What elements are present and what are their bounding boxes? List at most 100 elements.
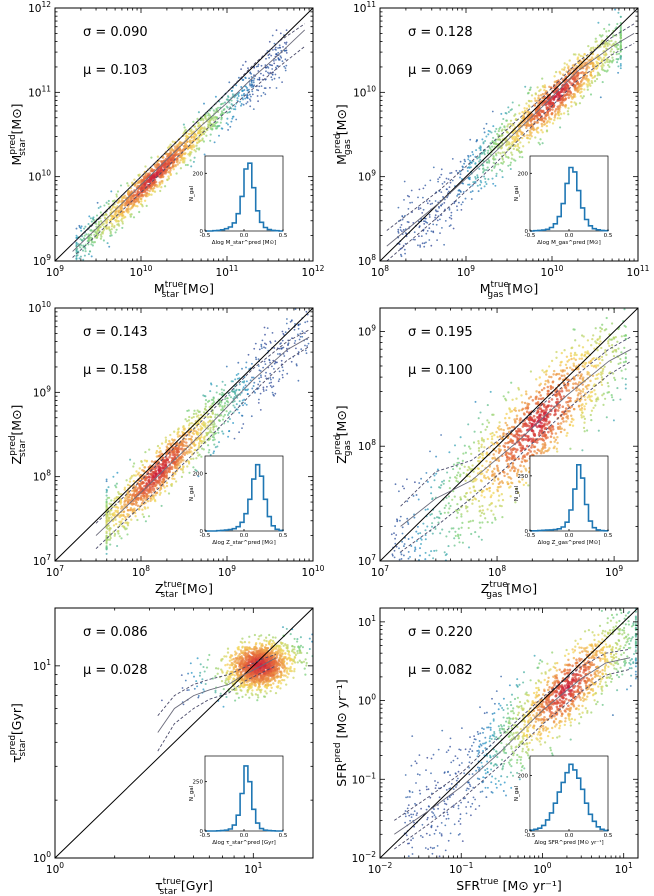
data-point	[587, 394, 591, 397]
data-point	[241, 399, 244, 402]
data-point	[573, 85, 576, 88]
data-point	[150, 174, 154, 178]
data-point	[399, 229, 402, 231]
data-point	[143, 497, 146, 500]
data-point	[109, 230, 112, 234]
scatter-points	[396, 8, 622, 258]
data-point	[281, 366, 284, 369]
data-point	[192, 120, 195, 123]
histogram-steps	[530, 166, 609, 232]
data-point	[82, 258, 85, 261]
data-point	[500, 112, 503, 115]
data-point	[256, 95, 259, 97]
data-point	[619, 67, 622, 70]
data-point	[183, 126, 186, 129]
data-point	[101, 223, 104, 227]
data-point	[285, 322, 288, 325]
data-point	[232, 422, 235, 424]
data-point	[273, 62, 276, 65]
data-point	[509, 163, 512, 167]
data-point	[196, 117, 199, 120]
data-point	[490, 435, 494, 438]
data-point	[278, 370, 281, 373]
sigma-label: σ = 0.090	[83, 25, 148, 40]
data-point	[578, 102, 582, 105]
data-point	[505, 143, 508, 146]
data-point	[271, 391, 274, 394]
data-point	[269, 86, 271, 89]
data-point	[436, 468, 439, 471]
data-point	[462, 166, 464, 169]
data-point	[252, 108, 255, 110]
data-point	[202, 424, 206, 427]
data-point	[603, 61, 607, 64]
data-point	[268, 382, 271, 384]
data-point	[507, 106, 510, 109]
x-tick-label: 1010	[130, 264, 153, 279]
y-axis-label: Mpredstar[M⊙]	[8, 103, 28, 165]
data-point	[530, 94, 534, 97]
data-point	[245, 94, 248, 97]
data-point	[463, 158, 466, 161]
data-point	[109, 509, 112, 512]
data-point	[486, 166, 489, 169]
data-point	[532, 117, 536, 121]
data-point	[530, 135, 533, 138]
data-point	[618, 222, 620, 224]
y-tick-label: 1010	[28, 169, 51, 184]
data-point	[126, 533, 129, 536]
data-point	[164, 475, 167, 479]
data-point	[120, 520, 123, 523]
data-point	[271, 386, 273, 389]
data-point	[418, 188, 421, 191]
data-point	[200, 455, 203, 458]
data-point	[147, 186, 150, 189]
data-point	[136, 504, 140, 508]
data-point	[195, 412, 198, 415]
data-point	[180, 447, 184, 450]
data-point	[139, 197, 143, 200]
data-point	[448, 190, 450, 193]
data-point	[218, 419, 221, 422]
data-point	[228, 81, 231, 84]
data-point	[197, 428, 200, 431]
data-point	[284, 58, 287, 61]
data-point	[195, 144, 198, 147]
data-point	[619, 45, 622, 48]
data-point	[605, 30, 608, 33]
data-point	[141, 513, 144, 516]
data-point	[233, 437, 236, 440]
data-point	[450, 211, 453, 214]
data-point	[553, 118, 556, 122]
data-point	[463, 162, 466, 165]
data-point	[535, 115, 539, 118]
data-point	[164, 490, 167, 493]
data-point	[438, 510, 441, 513]
one-to-one-line	[380, 8, 638, 261]
data-point	[134, 474, 137, 477]
data-point	[540, 122, 544, 126]
data-point	[177, 457, 181, 460]
data-point	[140, 193, 144, 197]
data-point	[242, 64, 244, 66]
data-point	[557, 406, 561, 409]
data-point	[221, 380, 224, 383]
data-point	[116, 511, 120, 514]
data-point	[183, 453, 186, 456]
data-point	[426, 202, 429, 205]
data-point	[608, 40, 611, 43]
data-point	[555, 83, 559, 86]
inset-x-label: Δlog Z_star^pred [M⊙]	[212, 540, 276, 546]
data-point	[528, 421, 532, 425]
data-point	[105, 506, 108, 509]
data-point	[543, 86, 547, 89]
data-point	[160, 474, 163, 478]
data-point	[212, 119, 215, 122]
data-point	[126, 496, 129, 500]
data-point	[253, 347, 256, 350]
data-point	[173, 145, 177, 148]
mu-label: μ = 0.103	[83, 63, 148, 78]
data-point	[266, 50, 269, 52]
data-point	[411, 201, 413, 204]
